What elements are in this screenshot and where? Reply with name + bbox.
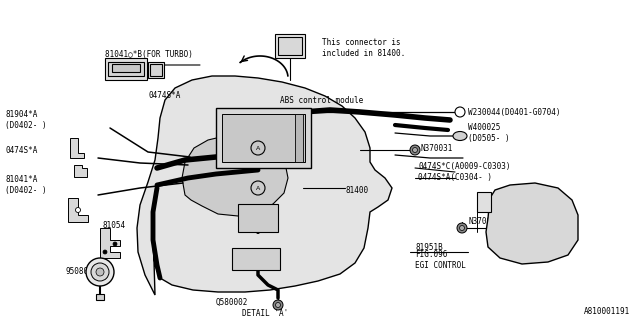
Polygon shape	[74, 165, 87, 177]
Circle shape	[113, 242, 117, 246]
Text: This connector is
included in 81400.: This connector is included in 81400.	[322, 38, 405, 58]
Bar	[148, 62, 164, 78]
Polygon shape	[100, 228, 120, 258]
Text: N370031: N370031	[420, 143, 452, 153]
Polygon shape	[70, 138, 84, 158]
Text: 81041*A
(D0402- ): 81041*A (D0402- )	[5, 175, 47, 195]
Ellipse shape	[453, 132, 467, 140]
Circle shape	[413, 148, 417, 153]
Bar	[232, 248, 280, 270]
Text: 0474S*C(A0009-C0303): 0474S*C(A0009-C0303)	[418, 162, 511, 171]
Text: FIG.096
EGI CONTROL: FIG.096 EGI CONTROL	[415, 250, 466, 270]
Text: N37002: N37002	[468, 218, 496, 227]
Circle shape	[91, 263, 109, 281]
Bar	[96, 294, 104, 300]
Text: W230044(D0401-G0704): W230044(D0401-G0704)	[468, 108, 561, 116]
Bar	[477, 192, 491, 212]
Text: 81041○*A: 81041○*A	[492, 236, 529, 244]
Polygon shape	[137, 76, 392, 295]
Circle shape	[275, 302, 280, 308]
Text: 81400: 81400	[345, 186, 368, 195]
Text: ABS control module: ABS control module	[280, 95, 364, 105]
Text: W400025
(D0505- ): W400025 (D0505- )	[468, 123, 509, 143]
Bar	[216, 108, 311, 168]
Text: 81951C: 81951C	[492, 201, 520, 210]
Circle shape	[96, 268, 104, 276]
Bar	[278, 37, 302, 55]
Bar	[108, 62, 144, 76]
Text: 81054: 81054	[102, 220, 125, 229]
Circle shape	[103, 250, 107, 254]
Text: A: A	[256, 186, 260, 190]
Bar	[275, 34, 305, 58]
Circle shape	[410, 145, 420, 155]
Text: 81904*A
(D0402- ): 81904*A (D0402- )	[5, 110, 47, 130]
Bar	[295, 114, 303, 162]
Text: 95080E: 95080E	[65, 268, 93, 276]
Text: A: A	[256, 146, 260, 150]
Polygon shape	[182, 136, 288, 216]
Circle shape	[460, 226, 465, 230]
Circle shape	[273, 300, 283, 310]
Text: 0474S*A: 0474S*A	[148, 91, 180, 100]
Text: Q580002: Q580002	[216, 298, 248, 307]
Circle shape	[86, 258, 114, 286]
Bar	[105, 58, 147, 80]
Text: 0474S*A: 0474S*A	[5, 146, 37, 155]
Text: DETAIL 'A': DETAIL 'A'	[242, 309, 288, 318]
Circle shape	[455, 107, 465, 117]
Circle shape	[457, 223, 467, 233]
Bar	[150, 64, 162, 76]
Bar	[238, 204, 278, 232]
Bar	[112, 64, 140, 72]
Text: 0474S*A(C0304- ): 0474S*A(C0304- )	[418, 172, 492, 181]
Polygon shape	[486, 183, 578, 264]
Bar	[222, 114, 305, 162]
Text: 81951B: 81951B	[415, 244, 443, 252]
Text: A810001191: A810001191	[584, 308, 630, 316]
Polygon shape	[68, 198, 88, 222]
Circle shape	[76, 207, 81, 212]
Text: 81041○*B(FOR TURBO)
('07MY- ): 81041○*B(FOR TURBO) ('07MY- )	[105, 50, 193, 70]
